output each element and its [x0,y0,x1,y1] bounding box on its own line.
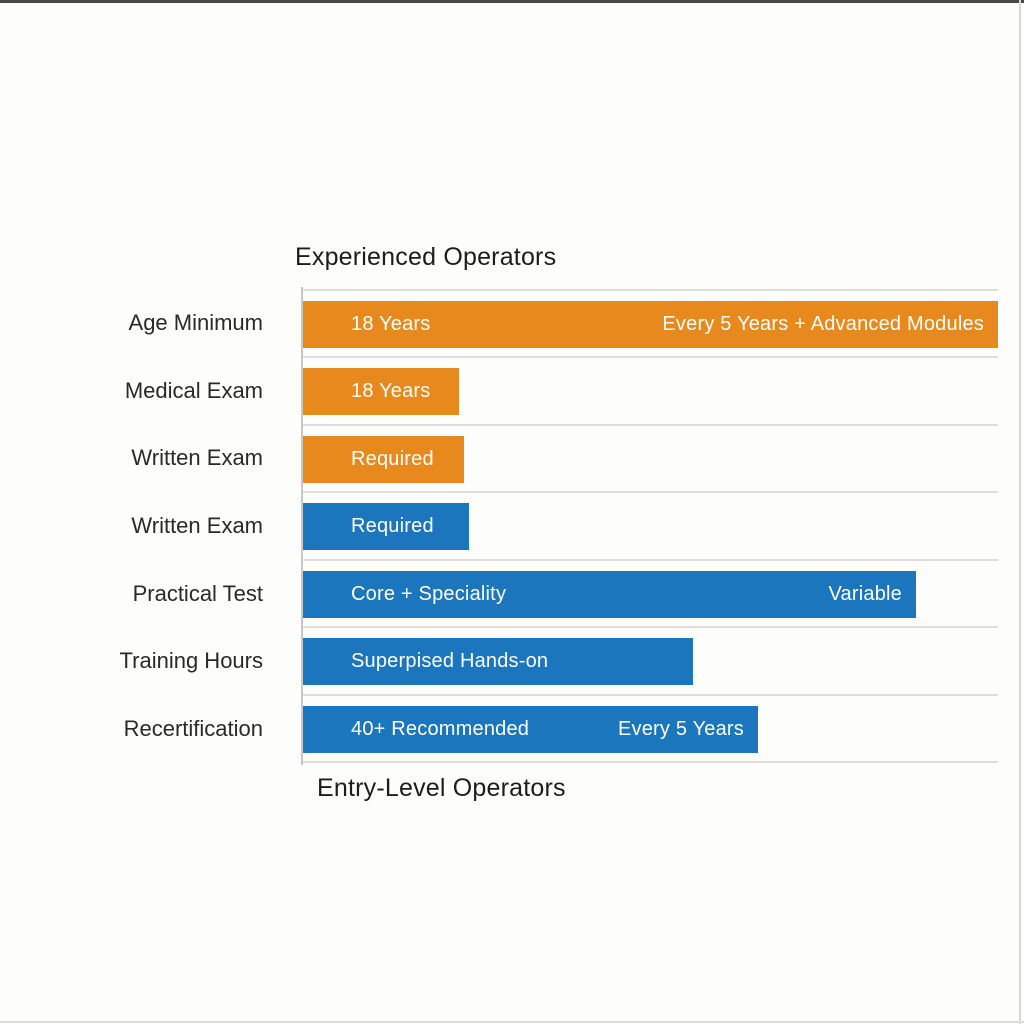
bar: 40+ Recommended Every 5 Years [303,705,758,753]
bar: Required [303,503,469,551]
screenshot-edge-right [1019,0,1021,1024]
category-label: Written Exam [131,445,263,471]
chart-row: 18 Years [303,356,998,423]
category-label: Practical Test [132,580,263,606]
category-label: Age Minimum [128,309,263,335]
category-label: Written Exam [131,513,263,539]
bar: 18 Years Every 5 Years + Advanced Module… [303,301,998,348]
screenshot-edge-top [0,0,1024,3]
screenshot-edge-bottom [0,1021,1024,1023]
bar-value-label: Superpised Hands-on [351,650,549,673]
chart-title-top: Experienced Operators [295,243,557,271]
bar-value-label: Required [351,447,434,470]
chart-row: 40+ Recommended Every 5 Years [303,693,998,761]
bar-end-label: Every 5 Years + Advanced Modules [662,313,984,335]
bar: Core + Speciality Variable [303,570,916,618]
y-axis-line [301,287,303,765]
bar-value-label: 40+ Recommended [351,717,530,740]
plot-area: 18 Years Every 5 Years + Advanced Module… [303,289,998,763]
chart-row: 18 Years Every 5 Years + Advanced Module… [303,289,998,356]
bar-value-label: Required [351,515,434,538]
bar-end-label: Every 5 Years [617,717,744,740]
bar-value-label: 18 Years [351,380,431,403]
chart-row: Core + Speciality Variable [303,558,998,626]
chart-row: Required [303,491,998,558]
bar-value-label: Core + Speciality [351,582,507,605]
category-label: Medical Exam [124,377,263,403]
bar: 18 Years [303,368,459,416]
chart-row: Required [303,423,998,491]
category-label: Training Hours [119,648,263,674]
bar: Superpised Hands-on [303,638,693,686]
category-label: Recertification [123,716,263,742]
chart-title-bottom: Entry-Level Operators [317,774,566,802]
category-label-column: Age Minimum Medical Exam Written Exam Wr… [0,289,263,763]
chart-row: Superpised Hands-on [303,626,998,693]
bar-value-label: 18 Years [351,313,431,335]
bar-end-label: Variable [828,582,902,605]
bar: Required [303,435,464,483]
